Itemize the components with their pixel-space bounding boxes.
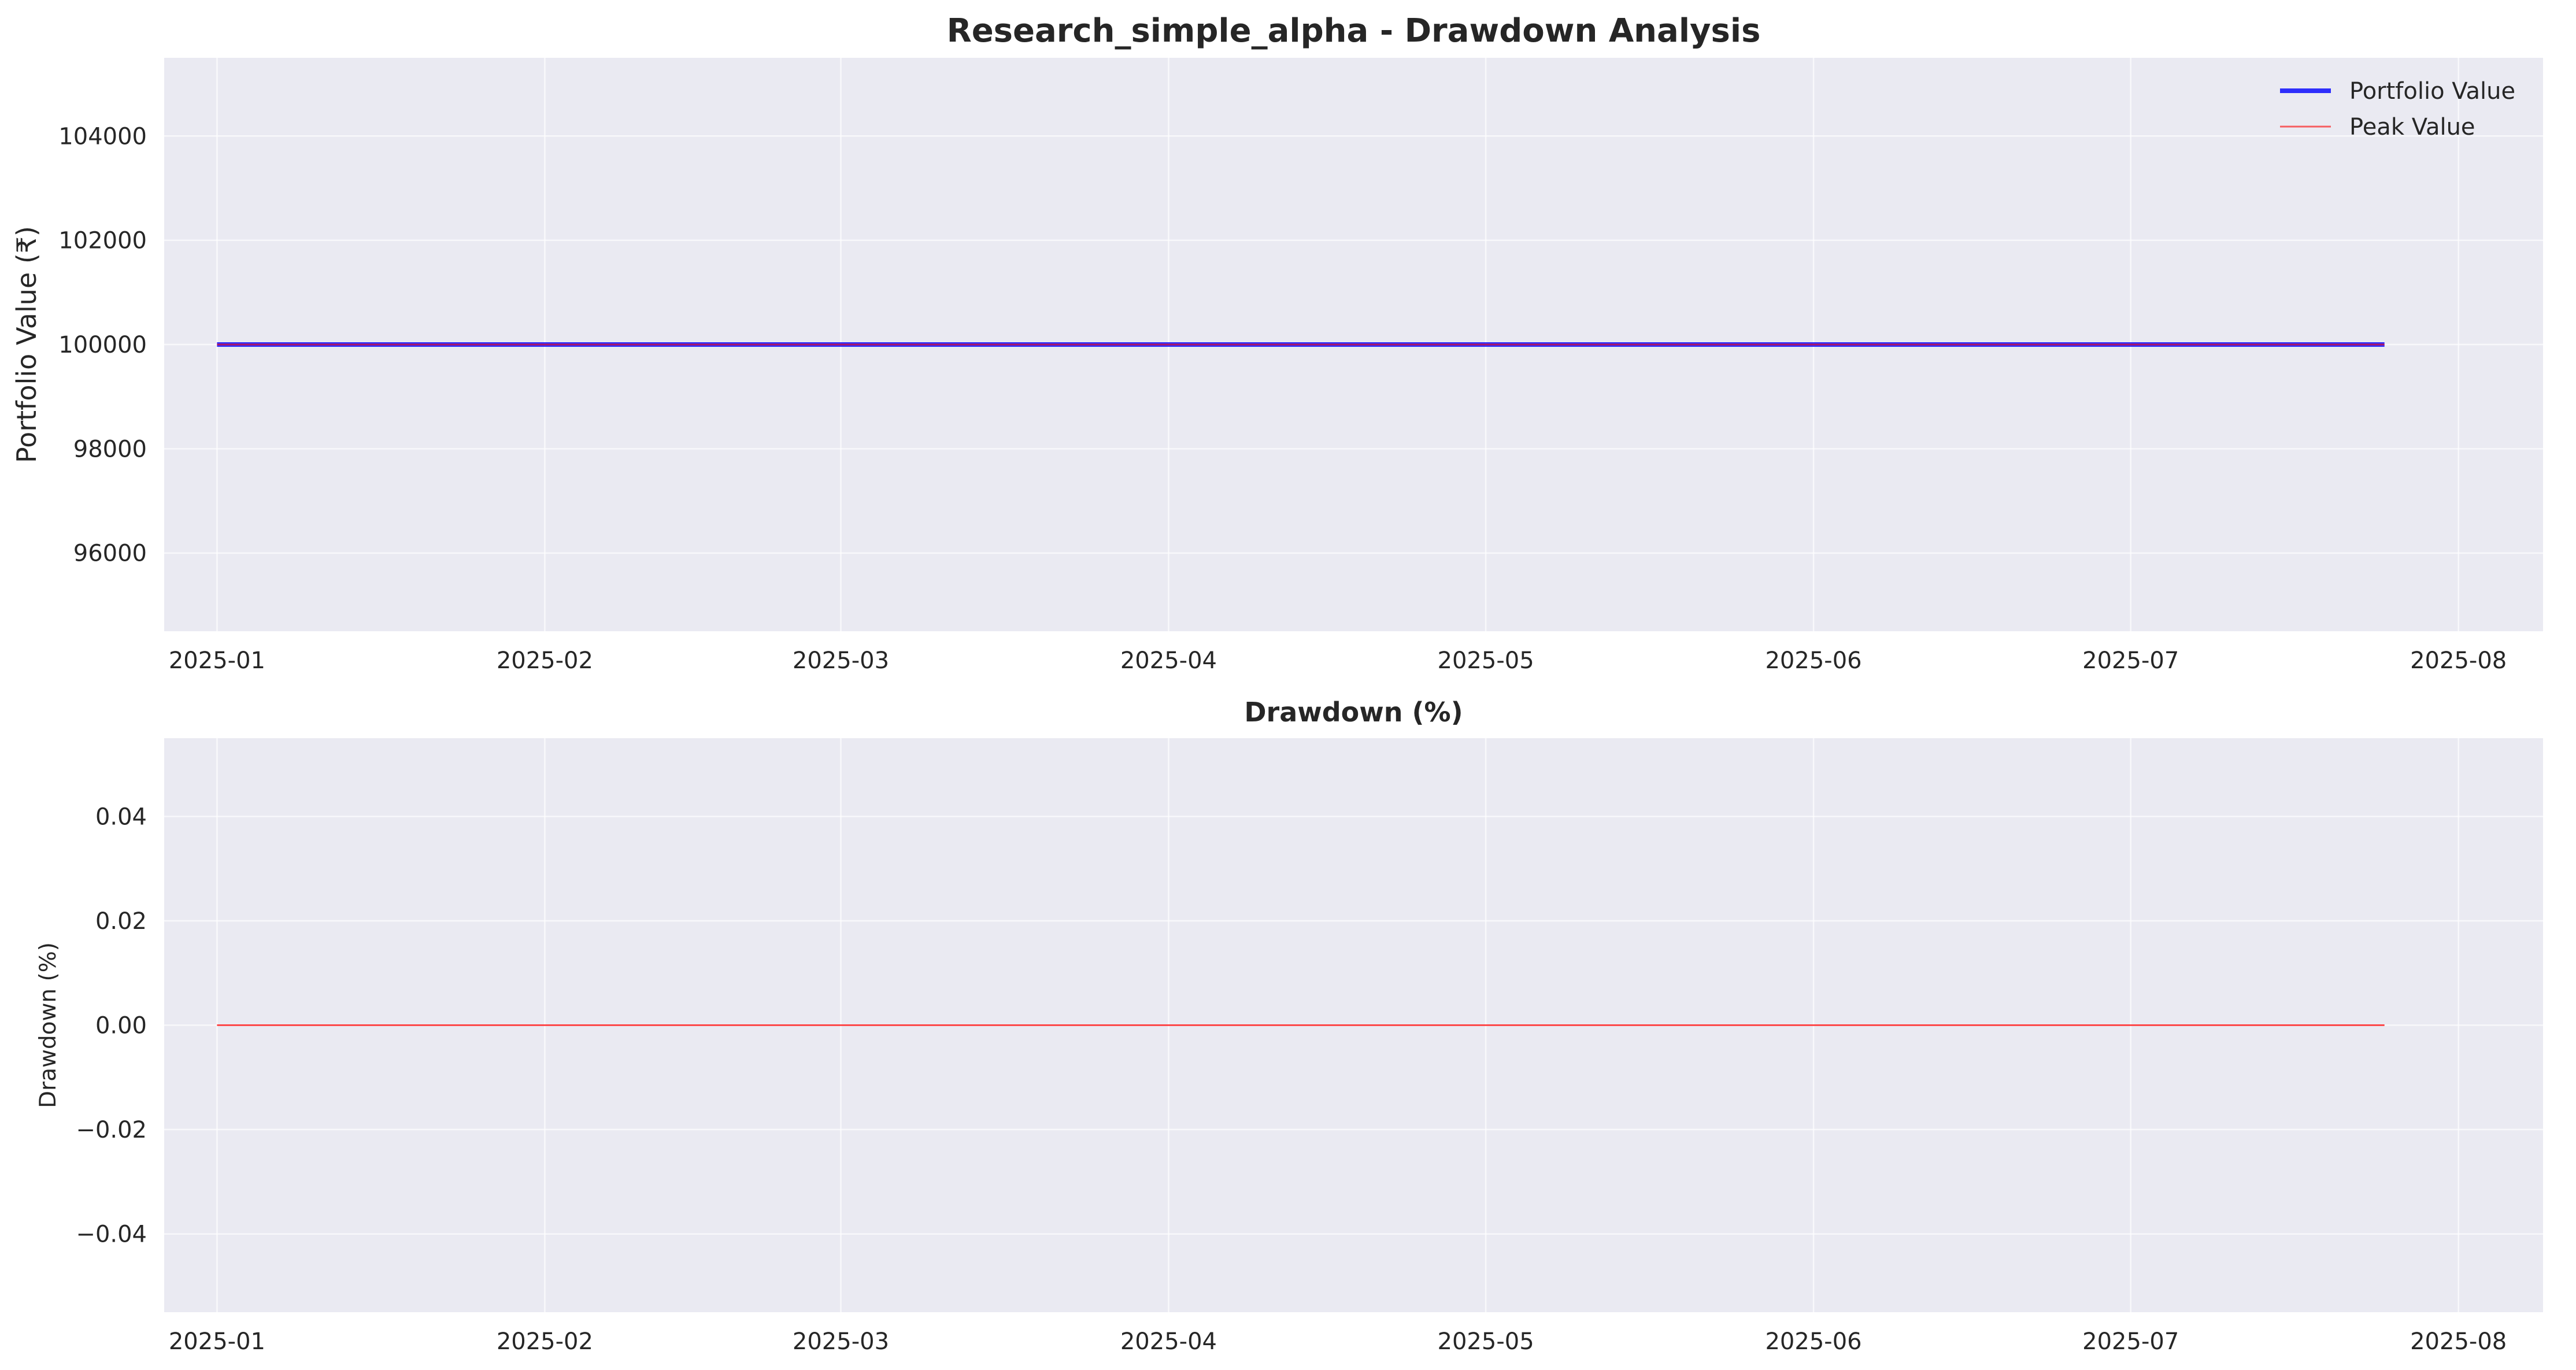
x-tick-label: 2025-08 bbox=[2410, 647, 2507, 674]
x-tick-label: 2025-04 bbox=[1120, 647, 1217, 674]
x-tick-label: 2025-07 bbox=[2082, 1328, 2179, 1355]
y-tick-label: 96000 bbox=[73, 540, 147, 567]
x-tick-label: 2025-02 bbox=[497, 647, 593, 674]
x-tick-label: 2025-07 bbox=[2082, 647, 2179, 674]
x-tick-label: 2025-03 bbox=[793, 647, 889, 674]
x-tick-label: 2025-05 bbox=[1438, 647, 1534, 674]
y-tick-label: −0.04 bbox=[76, 1221, 147, 1248]
y-axis-label: Portfolio Value (₹) bbox=[11, 226, 42, 463]
x-tick-label: 2025-06 bbox=[1765, 1328, 1861, 1355]
y-tick-label: 100000 bbox=[58, 332, 147, 358]
y-axis-label: Drawdown (%) bbox=[35, 942, 61, 1108]
y-tick-label: 104000 bbox=[58, 123, 147, 150]
x-tick-label: 2025-04 bbox=[1120, 1328, 1217, 1355]
y-tick-label: 0.04 bbox=[95, 804, 147, 830]
y-tick-label: 102000 bbox=[58, 228, 147, 254]
legend-label: Portfolio Value bbox=[2349, 78, 2515, 105]
chart-title: Research_simple_alpha - Drawdown Analysi… bbox=[947, 12, 1761, 50]
y-tick-label: 0.00 bbox=[95, 1013, 147, 1039]
x-tick-label: 2025-02 bbox=[497, 1328, 593, 1355]
x-tick-label: 2025-05 bbox=[1438, 1328, 1534, 1355]
legend-label: Peak Value bbox=[2349, 114, 2475, 140]
x-tick-label: 2025-03 bbox=[793, 1328, 889, 1355]
x-tick-label: 2025-06 bbox=[1765, 647, 1861, 674]
y-tick-label: 0.02 bbox=[95, 908, 147, 935]
x-tick-label: 2025-08 bbox=[2410, 1328, 2507, 1355]
chart-title: Drawdown (%) bbox=[1244, 697, 1463, 728]
x-tick-label: 2025-01 bbox=[169, 1328, 265, 1355]
y-tick-label: 98000 bbox=[73, 436, 147, 462]
x-tick-label: 2025-01 bbox=[169, 647, 265, 674]
y-tick-label: −0.02 bbox=[76, 1117, 147, 1143]
